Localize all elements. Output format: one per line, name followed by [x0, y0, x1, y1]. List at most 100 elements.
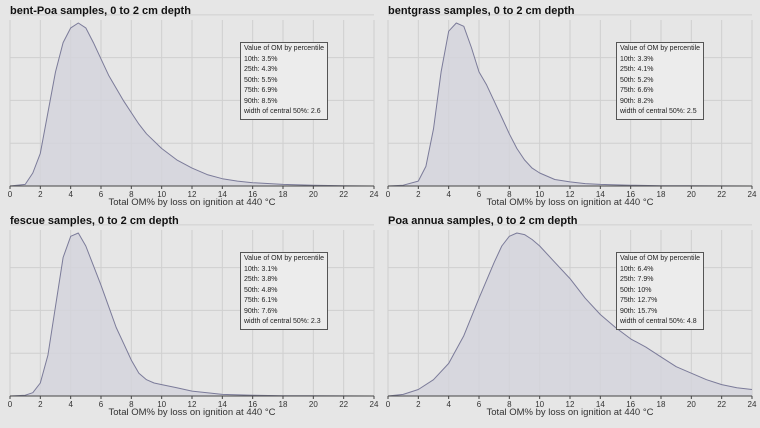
- x-axis-label: Total OM% by loss on ignition at 440 °C: [108, 197, 276, 208]
- x-tick-label: 8: [507, 190, 512, 199]
- legend-line-10th: 10th: 3.1%: [244, 265, 278, 273]
- x-tick-label: 0: [8, 190, 13, 199]
- x-axis-label: Total OM% by loss on ignition at 440 °C: [486, 197, 654, 208]
- legend-title: Value of OM by percentile: [244, 255, 325, 262]
- x-tick-label: 6: [477, 190, 482, 199]
- x-tick-label: 22: [339, 190, 348, 199]
- x-tick-label: 0: [8, 400, 13, 409]
- x-tick-label: 12: [566, 400, 575, 409]
- x-tick-label: 10: [157, 400, 166, 409]
- x-tick-label: 22: [717, 190, 726, 199]
- percentile-legend: Value of OM by percentile 10th: 3.5% 25t…: [240, 42, 329, 120]
- x-axis-label: Total OM% by loss on ignition at 440 °C: [108, 407, 276, 418]
- chart-panel-fescue: 0 2 4 6 8 10 12 14 16 18 20 22 24 fescue samples, 0 …: [0, 210, 380, 424]
- x-tick-label: 6: [477, 400, 482, 409]
- legend-title: Value of OM by percentile: [620, 255, 701, 262]
- density-line: [9, 232, 375, 397]
- x-tick-label: 24: [370, 400, 379, 409]
- legend-line-50th: 50th: 4.8%: [244, 286, 278, 294]
- chart-title: bent-Poa samples, 0 to 2 cm depth: [10, 5, 191, 17]
- legend-line-width: width of central 50%: 2.5: [620, 108, 697, 115]
- legend-line-50th: 50th: 5.2%: [620, 76, 654, 84]
- legend-title: Value of OM by percentile: [244, 45, 325, 52]
- x-tick-label: 12: [188, 190, 197, 199]
- x-axis-label: Total OM% by loss on ignition at 440 °C: [486, 407, 654, 418]
- legend-line-10th: 10th: 6.4%: [620, 265, 654, 273]
- x-tick-label: 22: [339, 400, 348, 409]
- x-tick-label: 24: [748, 190, 757, 199]
- x-tick-label: 0: [386, 190, 391, 199]
- chart-title: fescue samples, 0 to 2 cm depth: [10, 215, 179, 227]
- legend-line-75th: 75th: 12.7%: [620, 297, 658, 304]
- x-tick-label: 2: [38, 190, 43, 199]
- density-line: [9, 22, 375, 187]
- x-tick-label: 18: [279, 400, 288, 409]
- x-tick-label: 18: [279, 190, 288, 199]
- x-tick-label: 2: [416, 190, 421, 199]
- x-tick-label: 20: [687, 190, 696, 199]
- x-tick-label: 0: [386, 400, 391, 409]
- x-tick-label: 2: [38, 400, 43, 409]
- legend-line-50th: 50th: 5.5%: [244, 76, 278, 84]
- x-tick-label: 24: [748, 400, 757, 409]
- legend-line-75th: 75th: 6.6%: [620, 87, 654, 94]
- legend-line-75th: 75th: 6.1%: [244, 297, 278, 304]
- percentile-legend: Value of OM by percentile 10th: 3.3% 25t…: [616, 42, 705, 120]
- x-tick-label: 12: [566, 190, 575, 199]
- chart-title: bentgrass samples, 0 to 2 cm depth: [388, 5, 575, 17]
- density-area: [388, 23, 752, 186]
- density-area: [388, 233, 752, 396]
- density-line: [387, 22, 753, 187]
- legend-line-50th: 50th: 10%: [620, 286, 652, 294]
- density-chart: 0 2 4 6 8 10 12 14 16 18 20 22 24: [386, 14, 757, 199]
- x-tick-label: 4: [446, 400, 451, 409]
- x-tick-label: 10: [535, 400, 544, 409]
- x-tick-label: 20: [309, 190, 318, 199]
- legend-line-75th: 75th: 6.9%: [244, 87, 278, 94]
- legend-line-width: width of central 50%: 2.6: [244, 108, 321, 115]
- legend-line-90th: 90th: 8.5%: [244, 97, 278, 105]
- x-tick-label: 4: [68, 190, 73, 199]
- legend-line-90th: 90th: 7.6%: [244, 307, 278, 315]
- legend-line-25th: 25th: 4.3%: [244, 66, 278, 73]
- legend-line-10th: 10th: 3.5%: [244, 55, 278, 63]
- x-tick-label: 14: [218, 190, 227, 199]
- density-line: [387, 232, 753, 397]
- chart-title: Poa annua samples, 0 to 2 cm depth: [388, 215, 578, 227]
- legend-line-width: width of central 50%: 2.3: [244, 318, 321, 325]
- x-tick-label: 16: [248, 190, 257, 199]
- x-tick-label: 12: [188, 400, 197, 409]
- x-tick-label: 22: [717, 400, 726, 409]
- legend-line-25th: 25th: 4.1%: [620, 66, 654, 73]
- x-tick-label: 8: [129, 400, 134, 409]
- percentile-legend: Value of OM by percentile 10th: 3.1% 25t…: [240, 252, 329, 330]
- x-tick-label: 4: [446, 190, 451, 199]
- density-area: [10, 233, 374, 396]
- x-tick-label: 20: [687, 400, 696, 409]
- x-tick-label: 6: [99, 400, 104, 409]
- chart-panel-bentgrass: 0 2 4 6 8 10 12 14 16 18 20 22 24 bentgrass samples,…: [378, 0, 758, 214]
- x-tick-label: 14: [596, 400, 605, 409]
- x-tick-label: 4: [68, 400, 73, 409]
- chart-panel-poa-annua: 0 2 4 6 8 10 12 14 16 18 20 22 24 Poa annua samples,…: [378, 210, 758, 424]
- x-tick-label: 14: [218, 400, 227, 409]
- x-tick-label: 10: [535, 190, 544, 199]
- x-tick-label: 2: [416, 400, 421, 409]
- legend-line-90th: 90th: 8.2%: [620, 97, 654, 105]
- legend-line-90th: 90th: 15.7%: [620, 307, 658, 315]
- chart-panel-bent-poa: 0 2 4 6 8 10 12 14 16 18 20 22 24 bent-Poa samples, …: [0, 0, 380, 214]
- density-area: [10, 23, 374, 186]
- x-tick-label: 16: [626, 190, 635, 199]
- x-tick-label: 8: [507, 400, 512, 409]
- x-tick-label: 20: [309, 400, 318, 409]
- x-tick-label: 14: [596, 190, 605, 199]
- legend-line-width: width of central 50%: 4.8: [620, 318, 697, 325]
- legend-line-25th: 25th: 3.8%: [244, 276, 278, 283]
- x-tick-label: 16: [248, 400, 257, 409]
- x-tick-label: 18: [657, 190, 666, 199]
- x-tick-label: 18: [657, 400, 666, 409]
- x-tick-label: 8: [129, 190, 134, 199]
- density-chart: 0 2 4 6 8 10 12 14 16 18 20 22 24: [8, 14, 379, 199]
- x-tick-label: 6: [99, 190, 104, 199]
- legend-line-10th: 10th: 3.3%: [620, 55, 654, 63]
